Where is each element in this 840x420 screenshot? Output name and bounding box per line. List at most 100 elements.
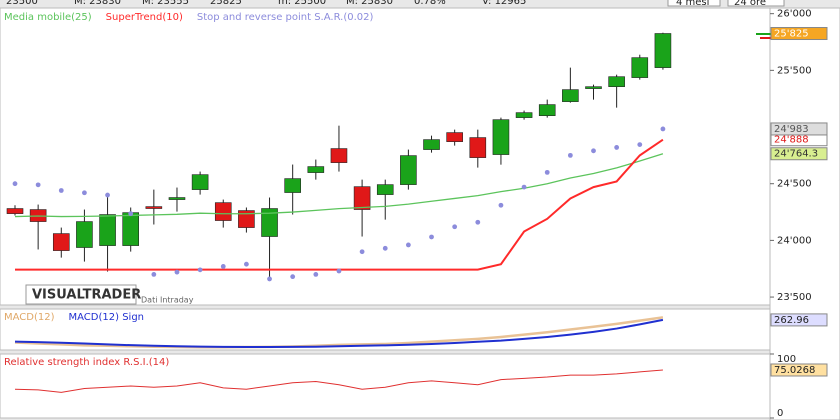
candle-body [515, 112, 533, 118]
sar-dot [405, 242, 411, 248]
sar-dot [614, 145, 620, 150]
legend-entry: SuperTrend(10) [106, 12, 183, 23]
candle-body [423, 139, 440, 150]
y-tick-label: 24'500 [777, 179, 812, 190]
legend-entry: Stop and reverse point S.A.R.(0.02) [197, 12, 374, 23]
value-box [770, 147, 828, 161]
sar-dot [82, 190, 87, 196]
value-label: 25'825 [774, 29, 809, 40]
sar-dot [544, 169, 550, 175]
value-box [770, 313, 828, 327]
candle-body [168, 197, 186, 200]
candle-body [261, 208, 278, 237]
sar-dot [452, 224, 458, 230]
candle-body [6, 208, 24, 214]
legend-entry: MACD(12) [4, 312, 55, 323]
candle-body [191, 174, 209, 190]
candle-body [145, 206, 163, 209]
candle-body [238, 210, 255, 228]
candle-body [284, 178, 301, 193]
y-tick-label: 25'500 [777, 65, 812, 76]
value-label: 24'888 [774, 135, 809, 146]
candle-body [76, 221, 93, 248]
sar-dot [105, 192, 110, 198]
sar-dot [290, 274, 296, 280]
sar-dot [313, 271, 319, 277]
candle-body [353, 186, 371, 210]
sar-dot [382, 245, 388, 251]
header-item: M: 23555 [142, 0, 189, 7]
y-tick-label: 23'500 [777, 292, 812, 303]
sar-dot [591, 148, 596, 154]
sar-dot [174, 269, 180, 275]
candle-body [492, 119, 510, 155]
candle-body [214, 202, 232, 221]
value-label: 262.96 [774, 315, 809, 326]
sar-dot [521, 184, 527, 190]
interval-select[interactable] [727, 0, 785, 7]
sar-dot [567, 152, 573, 158]
logo: VISUALTRADER [32, 288, 141, 303]
sar-dot [128, 211, 134, 217]
right-axis [769, 7, 840, 420]
sar-dot [475, 219, 481, 225]
candle-body [99, 214, 116, 246]
sar-dot [267, 276, 272, 282]
period-select[interactable] [667, 0, 721, 7]
sar-dot [151, 271, 157, 277]
sar-dot [12, 181, 18, 187]
sar-dot [197, 267, 203, 273]
candle-body [307, 166, 325, 173]
sar-dot [244, 261, 249, 267]
header-item: 23500 [6, 0, 38, 7]
value-label: 24'764.3 [774, 149, 818, 160]
header-item: M: 25830 [346, 0, 393, 7]
candle-body [330, 148, 348, 163]
candle-body [400, 155, 417, 185]
sar-dot [660, 126, 666, 132]
period[interactable]: 4 mesi [676, 0, 709, 8]
y-tick-label: 0 [777, 408, 783, 419]
indicator-line [14, 318, 664, 349]
source: Dati Intraday [141, 296, 194, 305]
value-box [770, 363, 828, 377]
candle-body [585, 86, 602, 89]
sar-dot [35, 182, 41, 188]
y-tick-label: 26'000 [777, 9, 812, 20]
candle-body [469, 137, 487, 158]
candle-body [52, 233, 70, 251]
candle-body [608, 76, 625, 87]
header-item: V: 12965 [482, 0, 526, 7]
header-item: 25825 [210, 0, 242, 7]
header-item: M: 23830 [74, 0, 121, 7]
sar-dot [58, 188, 64, 193]
candle-body [122, 212, 139, 246]
sar-dot [429, 234, 434, 240]
indicator-line [14, 369, 663, 393]
candle-body [562, 89, 579, 102]
candle-body [538, 104, 556, 116]
legend-entry: Relative strength index R.S.I.(14) [4, 357, 169, 368]
macd-area [14, 316, 664, 349]
sar-dot [336, 268, 342, 274]
header-item: 0.78% [414, 0, 446, 7]
value-box [770, 122, 828, 136]
legend-entry: Media mobile(25) [4, 12, 92, 23]
value-box [770, 27, 828, 41]
legend-entry: MACD(12) Sign [69, 312, 145, 323]
value-label: 75.0268 [774, 365, 815, 376]
candle-body [446, 132, 463, 142]
header-item: m: 25500 [278, 0, 326, 7]
logo-box [25, 284, 137, 305]
candle-body [654, 33, 672, 68]
y-tick-label: 100 [777, 354, 796, 365]
sar-dot [637, 142, 643, 147]
candle-body [631, 57, 649, 78]
sar-dot [220, 264, 226, 269]
sar-dot [498, 202, 504, 208]
sar-dot [359, 249, 365, 255]
interval[interactable]: 24 ore [734, 0, 766, 8]
value-label: 24'983 [774, 124, 809, 135]
candle-body [376, 184, 394, 195]
